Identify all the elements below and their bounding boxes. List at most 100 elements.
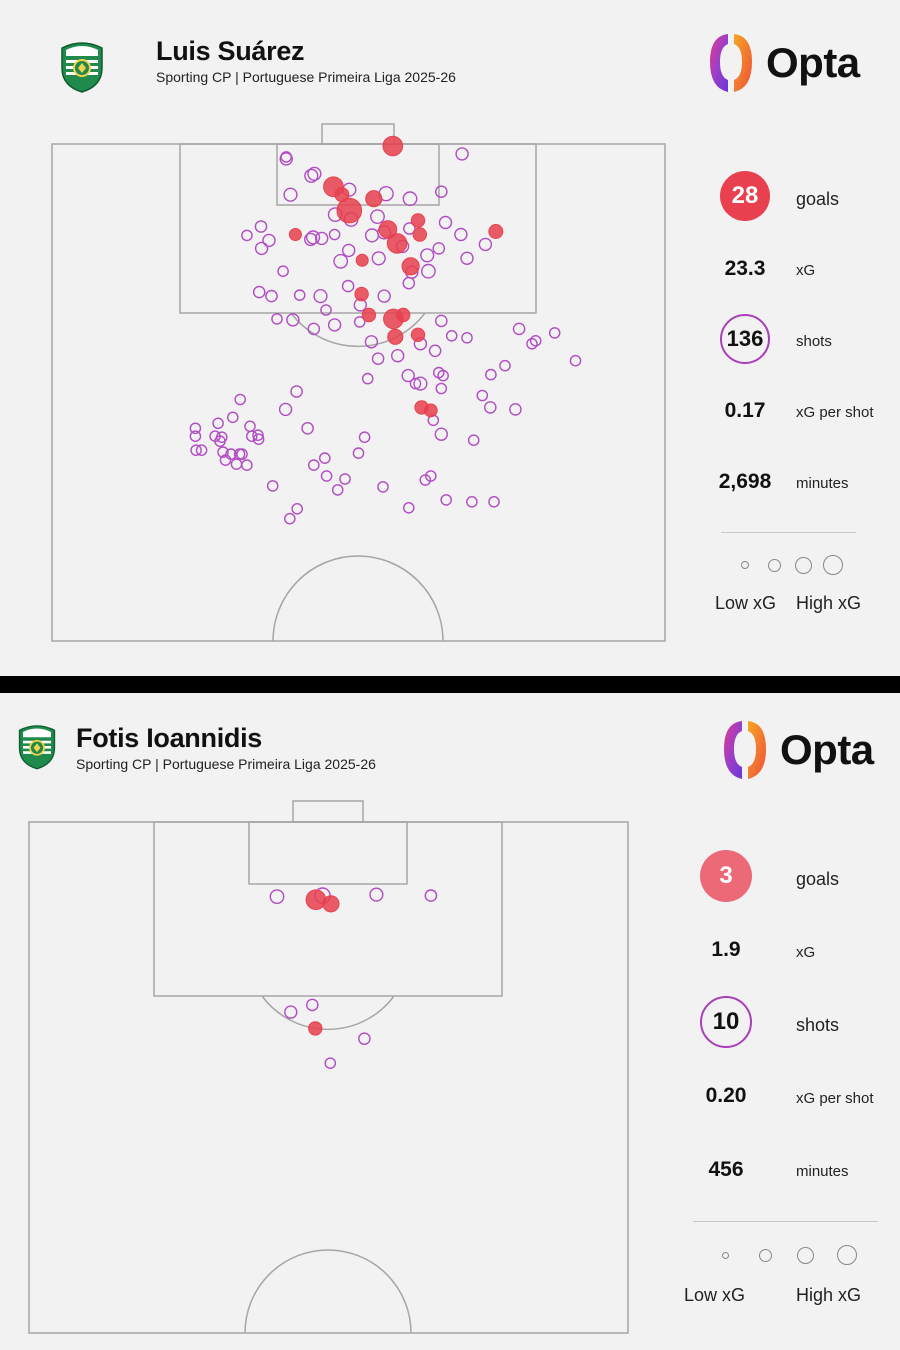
- missed-shot-marker: [212, 417, 224, 430]
- missed-shot-marker: [420, 263, 436, 279]
- legend-size-3: [797, 1247, 814, 1264]
- missed-shot-marker: [435, 382, 448, 395]
- missed-shot-marker: [371, 251, 386, 266]
- missed-shot-marker: [234, 393, 246, 406]
- missed-shot-marker: [320, 470, 333, 482]
- missed-shot-marker: [189, 422, 202, 435]
- opta-logo-icon: [710, 34, 752, 92]
- xg-label: xG: [796, 944, 816, 961]
- missed-shot-marker: [307, 459, 320, 471]
- opta-wordmark: Opta: [780, 726, 874, 773]
- minutes-value: 456: [708, 1158, 744, 1181]
- missed-shot-marker: [434, 427, 448, 441]
- missed-shot-marker: [364, 228, 380, 243]
- legend-size-2: [759, 1249, 772, 1262]
- missed-shot-marker: [318, 452, 331, 464]
- missed-shot-marker: [327, 318, 342, 332]
- missed-shot-marker: [304, 168, 319, 183]
- missed-shot-marker: [219, 454, 232, 466]
- goal: [292, 800, 364, 823]
- shots-label: shots: [796, 1015, 840, 1035]
- legend-high-label: High xG: [796, 593, 862, 613]
- missed-shot-marker: [290, 385, 303, 398]
- missed-shot-marker: [402, 191, 418, 207]
- goals-badge: 28: [720, 171, 770, 221]
- missed-shot-marker: [279, 152, 293, 166]
- missed-shot-marker: [548, 327, 561, 339]
- missed-shot-marker: [265, 289, 278, 303]
- missed-shot-marker: [333, 253, 349, 269]
- xg-value: 1.9: [711, 938, 741, 961]
- missed-shot-marker: [369, 887, 384, 902]
- missed-shot-marker: [226, 411, 239, 424]
- player-name: Fotis Ioannidis: [76, 723, 263, 753]
- missed-shot-marker: [252, 429, 264, 442]
- goal-shot-marker: [401, 257, 420, 276]
- goal-shot-marker: [336, 197, 363, 224]
- goal-shot-marker: [354, 286, 369, 302]
- missed-shot-marker: [339, 473, 351, 485]
- goal-shot-marker: [414, 400, 429, 415]
- missed-shot-marker: [445, 329, 458, 342]
- goals-label: goals: [796, 869, 840, 889]
- missed-shot-marker: [301, 421, 314, 435]
- missed-shot-marker: [403, 222, 416, 235]
- missed-shot-marker: [460, 251, 474, 266]
- goal-shot-marker: [386, 233, 408, 254]
- missed-shot-marker: [190, 444, 202, 457]
- missed-shot-marker: [341, 279, 355, 293]
- goal-shot-marker: [387, 328, 404, 345]
- missed-shot-marker: [413, 376, 428, 391]
- missed-shot-marker: [307, 166, 322, 181]
- shot-map-pitch: [51, 123, 666, 642]
- legend-divider: [721, 532, 856, 533]
- missed-shot-marker: [461, 331, 473, 344]
- subtitle: Sporting CP | Portuguese Primeira Liga 2…: [156, 69, 456, 85]
- missed-shot-marker: [284, 1005, 298, 1019]
- xg-per-shot-label: xG per shot: [796, 404, 874, 421]
- goals-label: goals: [796, 189, 840, 209]
- missed-shot-marker: [419, 474, 432, 486]
- missed-shot-marker: [485, 368, 497, 381]
- goal-shot-marker: [488, 224, 504, 239]
- missed-shot-marker: [254, 220, 268, 233]
- missed-shot-marker: [499, 359, 511, 372]
- missed-shot-marker: [271, 313, 283, 325]
- legend-size-1: [741, 561, 749, 569]
- goal-shot-marker: [288, 228, 302, 241]
- goal-shot-marker: [410, 213, 426, 228]
- legend-size-4: [837, 1245, 857, 1265]
- missed-shot-marker: [324, 1057, 337, 1070]
- missed-shot-marker: [254, 241, 269, 256]
- missed-shot-marker: [529, 334, 542, 347]
- missed-shot-marker: [245, 430, 258, 443]
- xg-per-shot-label: xG per shot: [796, 1090, 874, 1107]
- missed-shot-marker: [252, 433, 265, 446]
- missed-shot-marker: [402, 276, 416, 290]
- player-panel-suarez: Luis Suárez Sporting CP | Portuguese Pri…: [51, 32, 874, 642]
- missed-shot-marker: [195, 444, 208, 457]
- missed-shot-marker: [434, 185, 448, 198]
- missed-shot-marker: [352, 447, 365, 459]
- panel-divider: [0, 676, 900, 693]
- xg-label: xG: [796, 262, 816, 279]
- missed-shot-marker: [278, 402, 293, 417]
- missed-shot-marker: [466, 495, 478, 508]
- goal-shot-marker: [410, 327, 426, 343]
- subtitle: Sporting CP | Portuguese Primeira Liga 2…: [76, 756, 376, 772]
- missed-shot-marker: [306, 230, 321, 245]
- opta-logo: Opta: [706, 32, 860, 94]
- player-name: Luis Suárez: [156, 36, 305, 66]
- missed-shot-marker: [305, 998, 319, 1012]
- missed-shot-marker: [304, 232, 318, 247]
- penalty-area: [179, 143, 537, 314]
- missed-shot-marker: [370, 209, 385, 225]
- missed-shot-marker: [269, 889, 285, 905]
- legend-divider: [693, 1221, 878, 1222]
- missed-shot-marker: [331, 484, 344, 496]
- goal-shot-marker: [334, 187, 350, 203]
- goals-badge: 3: [700, 850, 752, 902]
- missed-shot-marker: [291, 502, 303, 515]
- center-circle: [244, 1249, 412, 1334]
- missed-shot-marker: [361, 372, 374, 385]
